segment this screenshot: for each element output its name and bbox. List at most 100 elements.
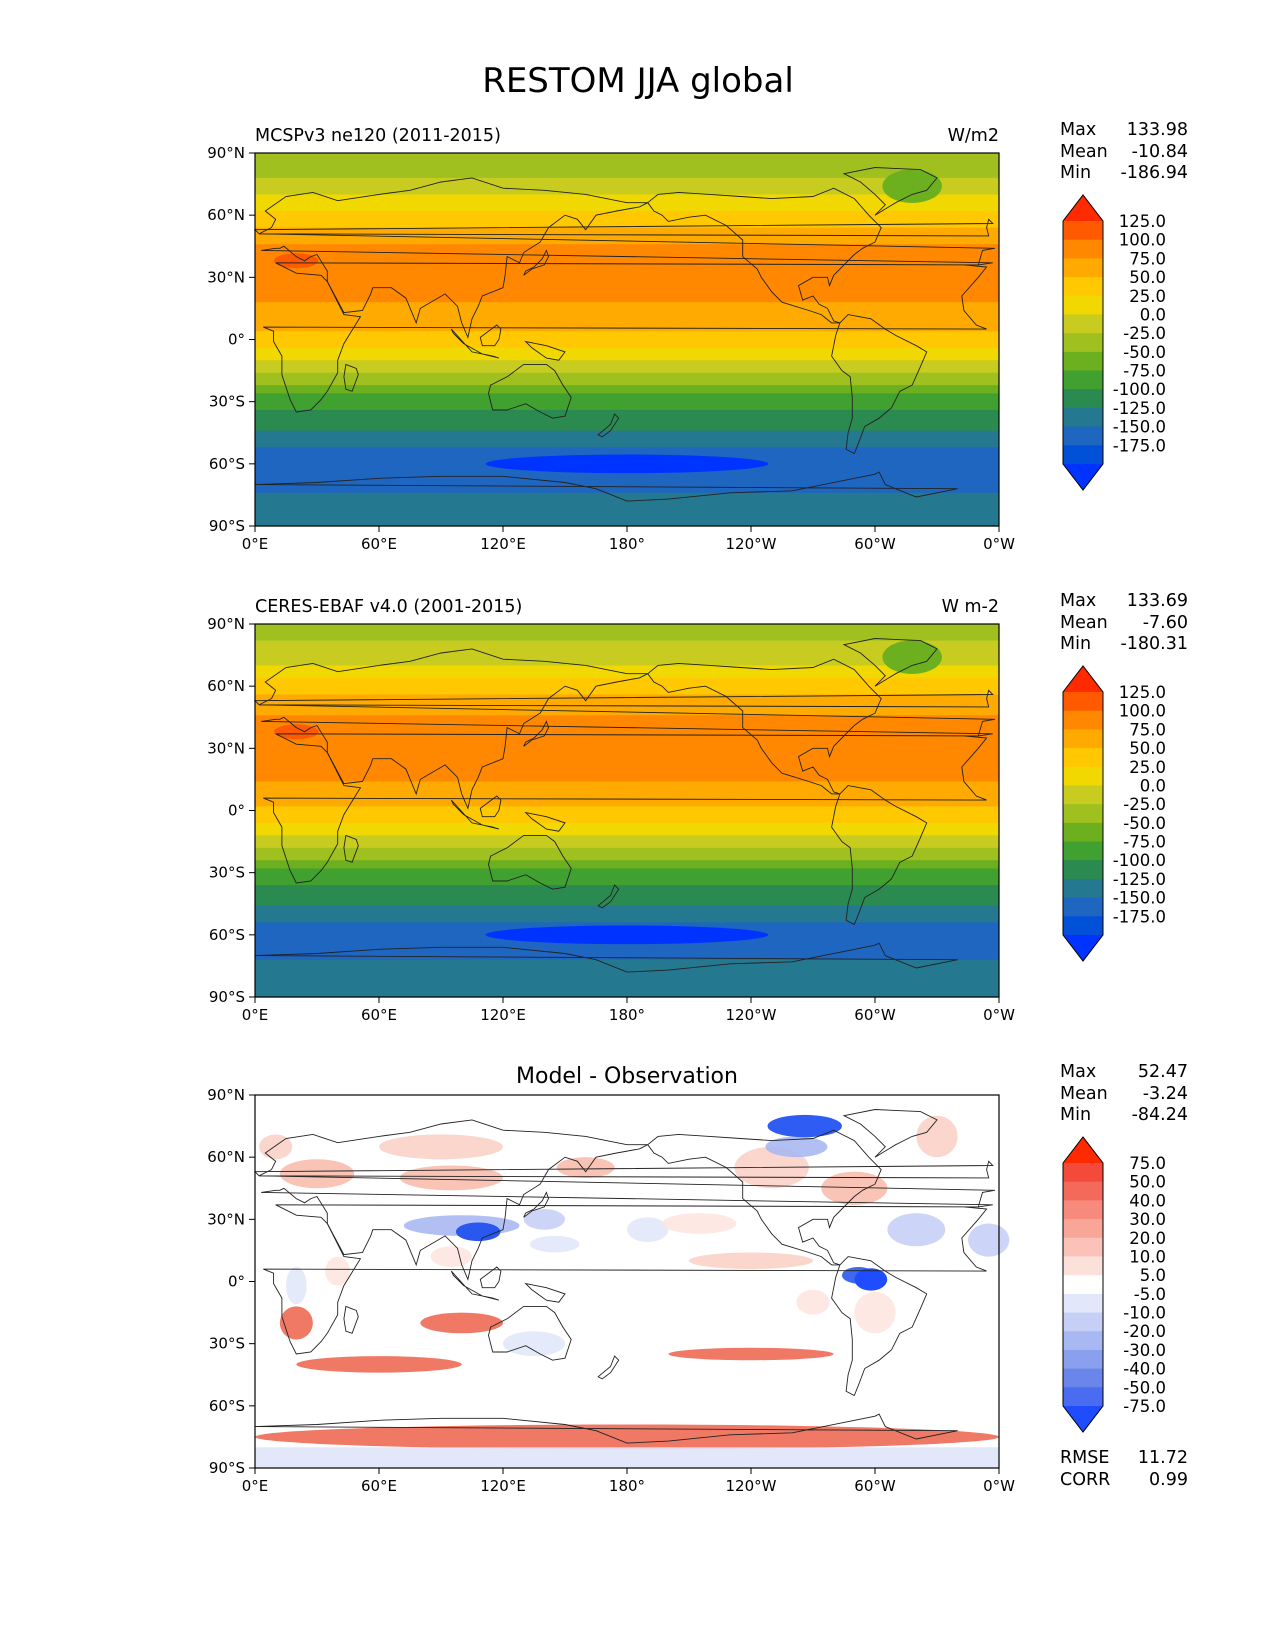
color-band [255,885,999,890]
coastline [842,638,938,687]
color-band [255,161,999,167]
anomaly-blob [259,1134,293,1160]
anomaly-blob [379,1134,503,1160]
anomaly-blob [916,1115,958,1158]
anomaly-blob [854,1291,896,1334]
colorbar-label: 100.0 [1119,702,1166,721]
color-band [255,198,999,204]
color-band [255,405,999,411]
colorbar-label: 75.0 [1129,249,1166,268]
colorbar: 125.0100.075.050.025.00.0-25.0-50.0-75.0… [1062,665,1166,962]
coastline [479,795,502,818]
anomaly-blob [689,1252,813,1270]
color-band [255,438,999,444]
coastline [831,314,928,455]
colorbar-segment [1063,1368,1103,1388]
color-band [255,476,999,482]
color-band [255,806,999,812]
coastline [647,658,882,795]
color-band [255,235,999,241]
coastline [831,1256,928,1397]
colorbar-segment [1063,1275,1103,1295]
panel-center-title: Model - Observation [516,1064,738,1089]
color-band [255,302,999,307]
color-band [255,447,999,452]
colorbar-segment [1063,295,1103,315]
color-band [255,893,999,899]
anomaly-blob [420,1312,503,1334]
color-band [255,959,999,965]
coastline [254,942,958,973]
color-band [255,418,999,423]
stat-mean-value: -10.84 [1131,141,1188,162]
coastline [343,363,359,392]
color-band [255,393,999,399]
colorbar-label: 20.0 [1129,1229,1166,1248]
stat-mean-row: Mean -3.24 [1060,1084,1188,1106]
colorbar-outline [1062,665,1104,962]
color-band [255,409,999,415]
coastline [842,1109,938,1158]
color-band [255,347,999,353]
color-band [255,343,999,349]
coastline [524,340,566,361]
colorbar-segment [1063,1349,1103,1370]
colorbar-label: 75.0 [1129,720,1166,739]
stats-block: Max 133.69 Mean -7.60 Min -180.31 [1060,591,1188,656]
lat-tick-label: 30°S [209,1335,245,1353]
colorbar-segment [1063,351,1103,372]
colorbar-segment [1063,710,1103,730]
panel-units: W/m2 [948,126,999,146]
colorbar-label: -75.0 [1123,362,1166,381]
color-band [255,488,999,494]
color-band [255,339,999,345]
colorbar-label: -5.0 [1134,1285,1166,1304]
color-band [255,785,999,791]
color-band [255,306,999,312]
color-band [255,918,999,923]
anomaly-blob [279,1306,313,1340]
color-band [255,777,999,783]
anomaly-blob [399,1165,504,1191]
pacific-high [545,735,709,770]
color-band [255,789,999,795]
anomaly-blob [627,1217,669,1243]
stat-max-row: Max 133.98 [1060,120,1188,142]
stat-min-label: Min [1060,634,1092,654]
color-band [255,831,999,836]
lon-tick-label: 0°E [242,1477,269,1495]
coastline [450,1270,500,1301]
color-band [255,351,999,357]
colorbar-label: -50.0 [1123,814,1166,833]
coastline [479,1266,502,1289]
colorbar-label: 0.0 [1140,305,1166,324]
color-band [255,422,999,428]
coastline [488,1305,572,1361]
color-band [255,227,999,233]
colorbar-label: -25.0 [1123,795,1166,814]
coastline [253,1160,994,1179]
lat-tick-label: 90°N [207,144,245,162]
color-band [255,182,999,187]
lon-tick-label: 0°E [242,1006,269,1024]
stat-mean-row: Mean -10.84 [1060,142,1188,164]
lon-tick-label: 60°W [854,1477,896,1495]
colorbar-segment [1063,692,1103,712]
color-band [255,914,999,919]
colorbar-label: -75.0 [1123,1397,1166,1416]
color-band [255,322,999,328]
color-band [255,318,999,324]
color-band [255,640,999,646]
corr-label: CORR [1060,1469,1111,1490]
colorbar-label: -125.0 [1113,399,1166,418]
coastline [343,834,359,863]
anomaly-blob [821,1171,888,1205]
lon-tick-label: 120°W [726,1006,777,1024]
colorbar-segment [1063,314,1103,334]
lat-tick-label: 60°S [209,1397,245,1415]
color-band [255,661,999,667]
colorbar-segment [1063,766,1103,786]
color-band [255,872,999,878]
color-band [255,690,999,696]
